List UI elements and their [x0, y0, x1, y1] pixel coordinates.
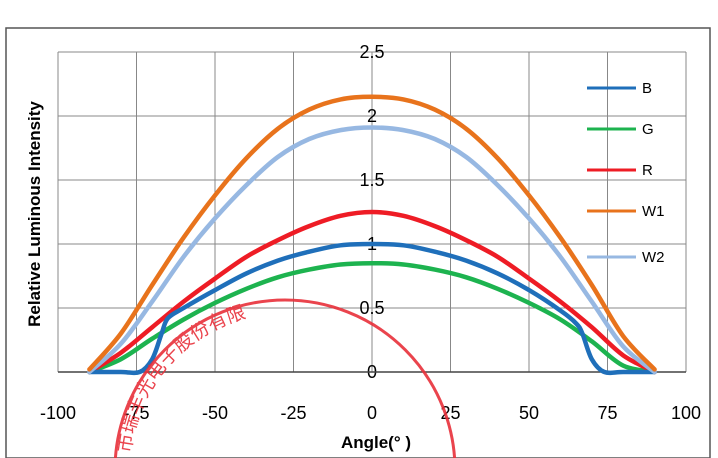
y-tick-label: 2.5 — [359, 42, 384, 62]
x-axis-label: Angle(° ) — [341, 433, 411, 452]
legend-label-w2: W2 — [642, 249, 665, 266]
y-tick-label: 0.5 — [359, 298, 384, 318]
x-tick-label: -50 — [202, 403, 228, 423]
y-axis-label: Relative Luminous Intensity — [25, 101, 44, 327]
legend-label-g: G — [642, 121, 654, 138]
series-line-w2 — [87, 125, 657, 375]
y-tick-label: 1.5 — [359, 170, 384, 190]
legend: B G R W1 W2 — [587, 80, 665, 266]
series-line-b — [87, 241, 657, 376]
legend-label-b: B — [642, 80, 652, 97]
y-tick-label: 2 — [367, 106, 377, 126]
series-line-g — [87, 260, 657, 375]
series-lines — [87, 94, 657, 376]
series-line-r — [87, 209, 657, 375]
axes: 00.511.522.5-100 -75 -50 -25 0 25 50 75 100 — [40, 42, 701, 423]
x-tick-label: 0 — [367, 403, 377, 423]
x-tick-label: -75 — [123, 403, 149, 423]
legend-label-w1: W1 — [642, 203, 665, 220]
series-line-w1 — [87, 94, 657, 372]
x-tick-label: 100 — [671, 403, 701, 423]
x-tick-label: -25 — [280, 403, 306, 423]
legend-label-r: R — [642, 162, 653, 179]
x-tick-label: 50 — [519, 403, 539, 423]
x-tick-label: 75 — [597, 403, 617, 423]
x-tick-label: -100 — [40, 403, 76, 423]
stamp-seal-ring — [113, 298, 457, 458]
